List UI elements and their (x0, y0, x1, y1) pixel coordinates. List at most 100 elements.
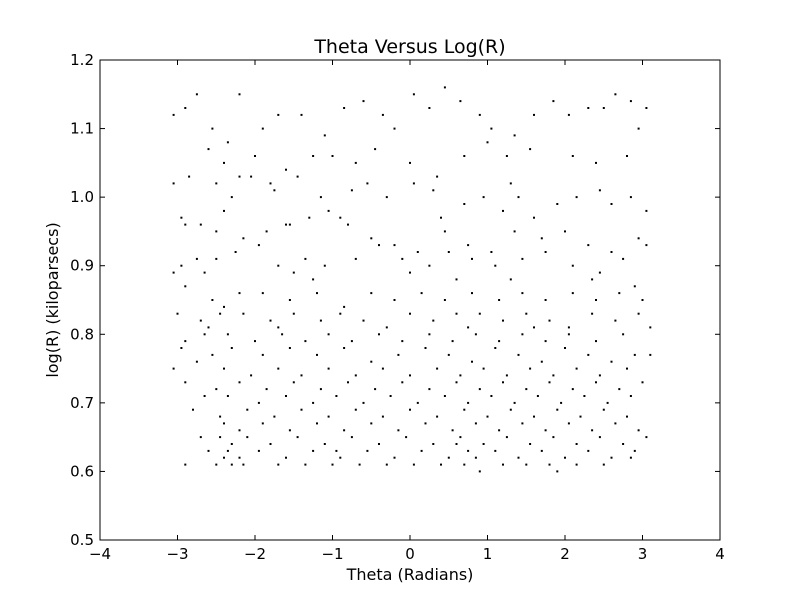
data-point (447, 353, 450, 356)
data-point (571, 292, 574, 295)
data-point (323, 443, 326, 445)
data-point (428, 388, 431, 391)
data-point (463, 463, 466, 466)
data-point (598, 436, 601, 439)
data-point (319, 196, 322, 199)
data-point (242, 237, 245, 240)
data-point (304, 257, 307, 260)
data-point (641, 381, 644, 384)
data-point (412, 93, 415, 96)
data-point (552, 436, 555, 439)
data-point (637, 237, 640, 240)
data-point (176, 312, 179, 315)
data-point (517, 196, 520, 199)
data-point (223, 456, 225, 459)
data-points (172, 86, 652, 473)
data-point (226, 141, 229, 144)
x-tick-label: −2 (244, 545, 266, 563)
data-point (277, 326, 280, 329)
data-point (219, 415, 222, 418)
data-point (575, 367, 578, 370)
data-point (474, 422, 477, 425)
data-point (378, 333, 380, 336)
data-point (285, 395, 287, 397)
data-point (587, 107, 590, 109)
y-tick-labels: 0.5 0.6 0.7 0.8 0.9 1.0 1.1 1.2 (70, 51, 94, 549)
data-point (378, 244, 380, 247)
data-point (285, 223, 287, 226)
data-point (246, 408, 249, 411)
data-point (172, 367, 175, 370)
data-point (261, 353, 264, 356)
plot-area (99, 59, 721, 541)
data-point (339, 456, 342, 459)
data-point (463, 408, 466, 411)
data-point (633, 285, 636, 288)
data-point (409, 161, 411, 164)
data-point (544, 429, 547, 432)
data-point (188, 175, 191, 178)
data-point (172, 113, 175, 116)
data-point (401, 340, 404, 343)
data-point (393, 299, 396, 301)
data-point (459, 100, 462, 103)
data-point (471, 360, 473, 363)
data-point (312, 401, 315, 404)
data-point (347, 381, 349, 384)
data-point (513, 134, 516, 137)
data-point (238, 429, 241, 432)
data-point (645, 107, 648, 109)
data-point (513, 230, 516, 233)
data-point (273, 189, 276, 192)
data-point (432, 189, 435, 192)
data-point (362, 401, 365, 404)
data-point (548, 463, 551, 466)
data-point (645, 436, 648, 439)
data-point (626, 155, 628, 157)
data-point (327, 367, 330, 370)
data-point (265, 230, 268, 233)
data-point (385, 196, 388, 199)
data-point (285, 168, 287, 171)
data-point (525, 312, 528, 315)
y-tick-label: 1.1 (70, 120, 94, 138)
data-point (389, 395, 392, 397)
data-point (215, 230, 218, 233)
data-point (467, 244, 470, 247)
data-point (548, 381, 551, 384)
data-point (478, 470, 481, 473)
data-point (567, 422, 570, 425)
data-point (587, 353, 590, 356)
data-point (269, 319, 272, 322)
data-point (304, 340, 307, 343)
data-point (478, 312, 481, 315)
data-point (502, 209, 504, 212)
data-point (637, 429, 640, 432)
data-point (463, 155, 466, 157)
data-point (339, 216, 342, 219)
data-point (575, 463, 578, 466)
data-point (226, 395, 229, 397)
data-point (195, 93, 198, 96)
data-point (587, 244, 590, 247)
data-point (250, 175, 253, 178)
data-point (257, 449, 260, 452)
data-point (385, 326, 388, 329)
data-point (288, 299, 291, 301)
data-point (436, 175, 439, 178)
data-point (645, 244, 648, 247)
data-point (277, 463, 280, 466)
data-point (215, 182, 218, 185)
data-point (443, 395, 446, 397)
data-point (393, 127, 396, 130)
data-point (544, 299, 547, 301)
data-point (288, 429, 291, 432)
x-tick-label: 0 (405, 545, 415, 563)
data-point (443, 86, 446, 89)
data-point (556, 408, 559, 411)
data-point (223, 422, 225, 425)
data-point (327, 333, 330, 336)
data-point (343, 347, 346, 349)
data-point (610, 203, 613, 205)
